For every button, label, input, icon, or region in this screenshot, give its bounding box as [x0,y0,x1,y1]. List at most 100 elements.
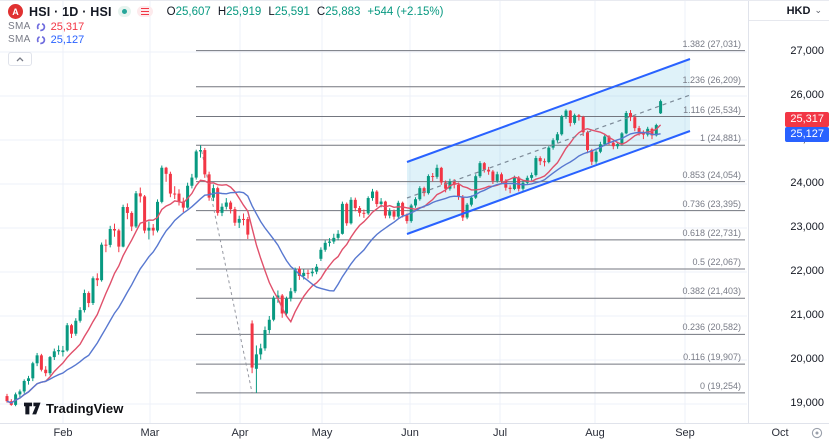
candle-body [246,219,250,235]
candle-body [517,177,521,189]
sma-line-2 [6,131,661,404]
candle-body [349,199,353,224]
fib-level-label: 0.853 (24,054) [682,169,741,180]
candle-body [65,325,69,351]
candle-body [659,101,663,114]
sma-line-1 [6,124,662,404]
candle-body [168,173,172,194]
candle-body [44,369,48,374]
candle-body [280,295,284,314]
candle-body [594,151,598,162]
candle-body [319,249,323,259]
candle-body [637,128,641,133]
candle-body [27,378,30,381]
candle-body [87,293,91,304]
sma2-value: 25,127 [50,33,85,46]
candle-body [233,209,237,223]
candle-body [551,140,555,148]
candle-body [487,169,491,172]
channel-lower-line [406,130,691,235]
time-axis-label: Mar [140,427,160,439]
market-status-icon[interactable] [117,6,131,17]
currency-selector[interactable]: HKD ⌄ [749,1,829,21]
candle-body [78,310,82,321]
price-chart-canvas[interactable] [0,1,747,423]
candle-body [521,182,525,189]
candle-body [495,174,499,181]
chevron-down-icon: ⌄ [814,5,822,15]
candle-body [242,218,245,220]
chevron-up-icon [16,56,24,61]
candle-body [82,293,86,311]
candle-body [375,191,379,205]
channel-upper-line [406,58,691,163]
candle-body [138,193,142,197]
sma1-label: SMA [8,21,31,32]
time-axis-label: Apr [231,427,249,439]
candle-body [323,242,327,250]
price-axis-label: 24,000 [790,177,824,189]
time-axis[interactable]: Feb Mar Apr May Jun Jul Aug Sep Oct [0,423,829,441]
candle-body [52,351,56,358]
candle-body [160,167,164,202]
candle-body [121,207,125,247]
candle-body [95,278,99,281]
price-axis-label: 23,000 [790,221,824,233]
candle-body [401,202,405,216]
tradingview-logo[interactable]: TradingView [24,401,123,416]
candle-body [568,110,572,123]
candle-body [237,218,241,223]
chart-plot-area[interactable]: 1.382 (27,031) 1.236 (26,209) 1.116 (25,53… [0,1,747,423]
candle-body [586,132,589,150]
candle-body [508,187,512,189]
candle-body [297,268,301,276]
candle-body [328,241,331,243]
fib-level-label: 0.116 (19,907) [683,352,741,363]
candle-body [190,177,194,186]
axis-settings-icon[interactable] [811,427,823,439]
candle-body [500,174,503,181]
candle-body [259,348,263,355]
candle-body [194,151,198,178]
candle-body [31,363,35,379]
candle-body [547,147,551,163]
candle-body [340,203,344,234]
candle-body [151,227,155,231]
candle-body [345,203,349,224]
candle-body [474,176,478,198]
menu-lines-icon[interactable] [136,6,153,17]
candle-body [362,212,366,214]
candle-body [332,237,336,242]
candle-body [534,158,538,176]
candle-body [177,193,181,202]
candle-body [358,208,362,213]
change-value: +544 (+2.15%) [367,5,444,18]
candle-body [611,142,615,147]
candle-body [186,185,190,208]
indicator-row-sma2[interactable]: SMA 25,127 [8,33,444,46]
price-axis[interactable]: HKD ⌄ 27,00026,00025,00024,00023,00022,0… [748,1,829,423]
candle-body [581,116,585,133]
candle-body [555,134,559,141]
candle-body [469,197,473,205]
candle-body [461,196,465,218]
fib-level-label: 0.618 (22,731) [682,227,741,238]
chart-legend: A HSI · 1D · HSI O25,607 H25,919 L25,591… [8,3,444,66]
legend-collapse-button[interactable] [8,52,32,66]
candle-body [573,115,577,123]
indicator-row-sma1[interactable]: SMA 25,317 [8,20,444,33]
symbol-title[interactable]: HSI · 1D · HSI [29,4,112,19]
candle-body [629,112,632,118]
sma-price-badge-1: 25,317 [785,112,829,127]
candle-body [336,233,340,238]
candle-body [624,112,628,134]
sma1-value: 25,317 [50,20,85,33]
candle-body [560,116,564,135]
candle-body [108,229,112,245]
candle-body [414,199,417,206]
candle-body [564,110,568,117]
time-axis-label: Oct [771,427,789,439]
candle-body [272,297,276,320]
candle-body [104,244,108,246]
candle-body [125,207,129,213]
